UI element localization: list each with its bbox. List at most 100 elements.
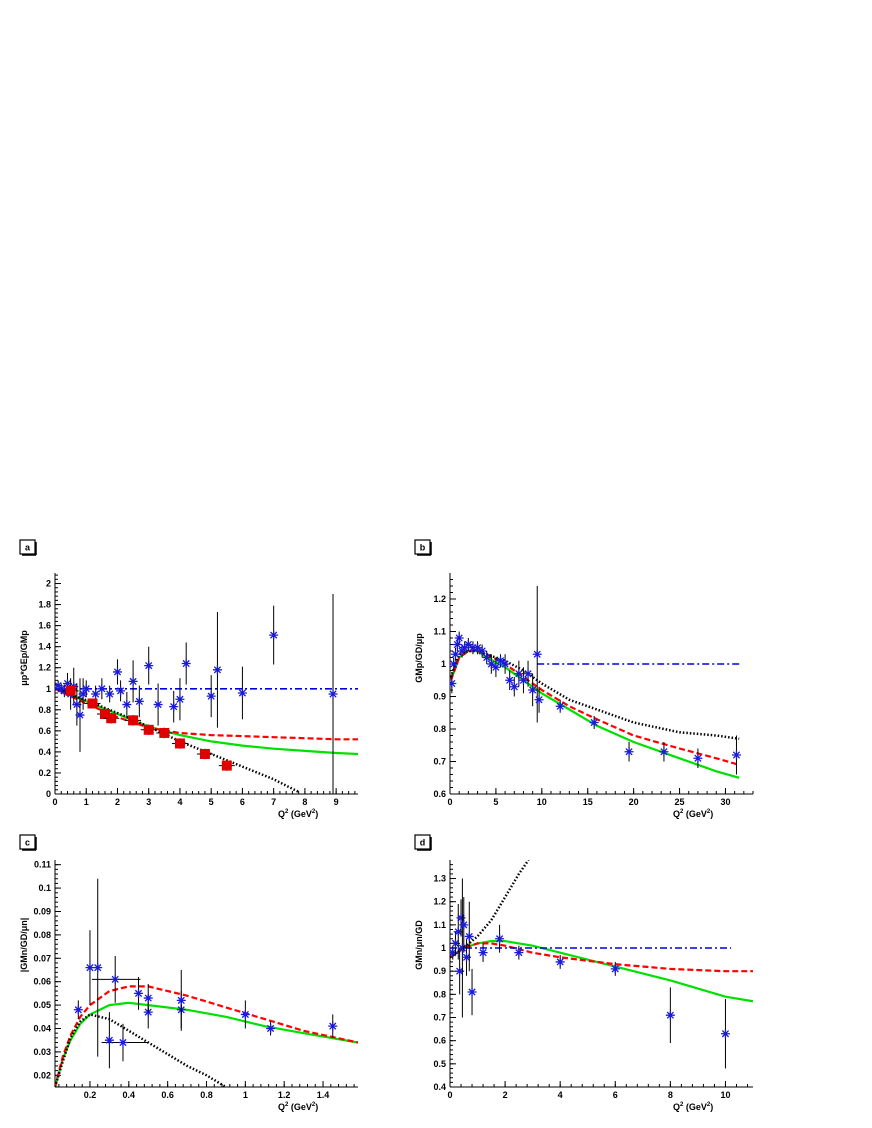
star-marker (237, 688, 247, 698)
star-marker (143, 993, 153, 1003)
x-tick-label: 9 (334, 797, 339, 807)
data-point-star (143, 984, 153, 1013)
y-tick-label: 1.2 (433, 897, 446, 907)
data-point-star (514, 660, 524, 687)
y-tick-label: 2 (46, 579, 51, 589)
data-point-star (555, 699, 565, 713)
star-marker (240, 1009, 250, 1019)
star-marker (72, 700, 82, 710)
data-point-square (125, 715, 142, 726)
data-point-star (482, 651, 492, 664)
y-axis-label: GMp/GD/μp (414, 633, 424, 683)
panel-a: a 0 1 2 3 4 5 6 7 8 9 0 0.2 0.4 0.6 0.8 1 1.2 1.4 1.6 1.8 2 Q2… (19, 539, 358, 819)
y-tick-label: 0.5 (433, 1059, 446, 1069)
data-point-star (97, 678, 107, 700)
star-marker (496, 656, 505, 666)
y-tick-label: 0.05 (33, 1000, 51, 1010)
curves-group (55, 878, 358, 1087)
star-marker (528, 685, 538, 695)
star-marker (459, 920, 469, 930)
y-tick-label: 1 (46, 684, 51, 694)
data-point-star (514, 945, 524, 960)
data-point-star (118, 1023, 128, 1062)
data-point-star (93, 878, 103, 1057)
y-tick-label: 0.6 (433, 789, 446, 799)
curve-black (450, 860, 530, 959)
data-point-star (105, 685, 115, 703)
y-tick-label: 0.4 (433, 1082, 446, 1092)
star-marker (467, 987, 477, 997)
x-tick-label: 1.4 (317, 1090, 330, 1100)
curve-green (55, 687, 358, 756)
data-point-star (450, 673, 457, 694)
x-tick-label: 6 (240, 797, 245, 807)
star-marker (153, 700, 163, 710)
star-marker (206, 691, 216, 701)
star-marker (452, 640, 462, 649)
star-marker (81, 684, 91, 694)
star-marker (105, 689, 115, 699)
star-marker (500, 659, 510, 669)
star-marker (455, 966, 465, 976)
star-marker (451, 938, 461, 948)
x-tick-label: 7 (271, 797, 276, 807)
star-marker (468, 643, 478, 653)
star-marker (514, 669, 524, 679)
star-marker (85, 963, 95, 973)
data-point-star (477, 644, 487, 658)
star-marker (509, 682, 519, 692)
y-axis-label: |GMn/GD/μn| (19, 918, 29, 973)
star-marker (463, 640, 473, 649)
data-point-star (78, 678, 88, 710)
data-point-star (500, 654, 510, 674)
star-marker (720, 1029, 730, 1039)
y-tick-label: 0.8 (433, 724, 446, 734)
y-axis-label: GMn/μn/GD (414, 920, 424, 970)
y-tick-label: 1.1 (433, 920, 446, 930)
y-tick-label: 1.8 (38, 600, 51, 610)
y-tick-label: 0.08 (33, 930, 51, 940)
star-marker (75, 710, 85, 720)
star-marker (624, 747, 634, 757)
data-point-star (589, 716, 599, 729)
data-point-star (450, 945, 458, 960)
data-point-star (56, 683, 66, 695)
data-point-square (171, 738, 188, 749)
star-marker (97, 684, 107, 694)
data-point-star (659, 742, 669, 762)
y-tick-label: 1 (441, 659, 446, 669)
y-tick-label: 0.6 (433, 1036, 446, 1046)
star-marker (486, 659, 496, 669)
star-marker (453, 927, 463, 937)
data-point-star (450, 657, 459, 671)
panel-label: d (420, 838, 426, 848)
data-point-star (455, 948, 465, 995)
data-point-star (134, 685, 144, 718)
star-marker (122, 700, 132, 710)
data-point-star (175, 678, 185, 721)
y-tick-label: 0 (46, 789, 51, 799)
data-point-star (212, 611, 222, 728)
data-point-star (266, 1021, 276, 1036)
data-point-star (85, 930, 95, 1006)
data-point-star (464, 901, 474, 972)
y-tick-label: 1.2 (38, 663, 51, 673)
data-point-star (534, 686, 544, 713)
x-tick-label: 15 (583, 797, 593, 807)
y-tick-label: 0.07 (33, 953, 51, 963)
data-point-star (624, 742, 634, 762)
data-point-star (328, 1014, 338, 1038)
panel-label-box (414, 834, 431, 850)
data-point-star (169, 690, 179, 723)
y-tick-label: 0.04 (33, 1023, 51, 1033)
x-tick-label: 1 (243, 1090, 248, 1100)
star-marker (62, 679, 72, 688)
star-marker (532, 649, 542, 659)
square-marker (159, 727, 170, 738)
star-marker (589, 718, 599, 727)
x-tick-label: 0.2 (84, 1090, 97, 1100)
y-tick-label: 0.11 (34, 860, 51, 870)
data-point-star (463, 638, 473, 651)
square-marker (106, 713, 117, 724)
star-marker (328, 689, 338, 699)
